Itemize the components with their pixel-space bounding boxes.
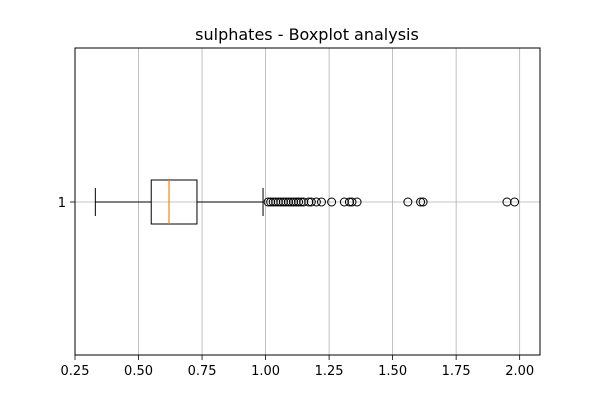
box-group: [94, 179, 520, 225]
outlier-point: [510, 197, 520, 207]
outlier-point: [347, 197, 357, 207]
outlier-point: [311, 197, 321, 207]
x-tick-label: 1.25: [315, 364, 344, 379]
outlier-point: [403, 197, 413, 207]
outlier-point: [416, 197, 426, 207]
plot-frame: [74, 47, 541, 356]
outlier-point: [327, 197, 337, 207]
x-tick-label: 0.50: [124, 364, 153, 379]
x-tick-label: 2.00: [505, 364, 534, 379]
iqr-box: [150, 179, 198, 225]
chart-title: sulphates - Boxplot analysis: [195, 25, 419, 44]
outlier-point: [316, 197, 326, 207]
axes: 0.25 0.50 0.75 1.00 1.25 1.50 1.75 2.00 1: [58, 47, 541, 379]
y-tick-label: 1: [58, 196, 66, 211]
outlier-point: [306, 197, 316, 207]
x-tick-label: 1.75: [442, 364, 471, 379]
outlier-point: [352, 197, 362, 207]
x-tick-label: 0.25: [61, 364, 90, 379]
x-tick-label: 1.50: [378, 364, 407, 379]
x-tick-label: 1.00: [251, 364, 280, 379]
outlier-point: [294, 197, 304, 207]
x-tick-label: 0.75: [188, 364, 217, 379]
outlier-point: [418, 197, 428, 207]
